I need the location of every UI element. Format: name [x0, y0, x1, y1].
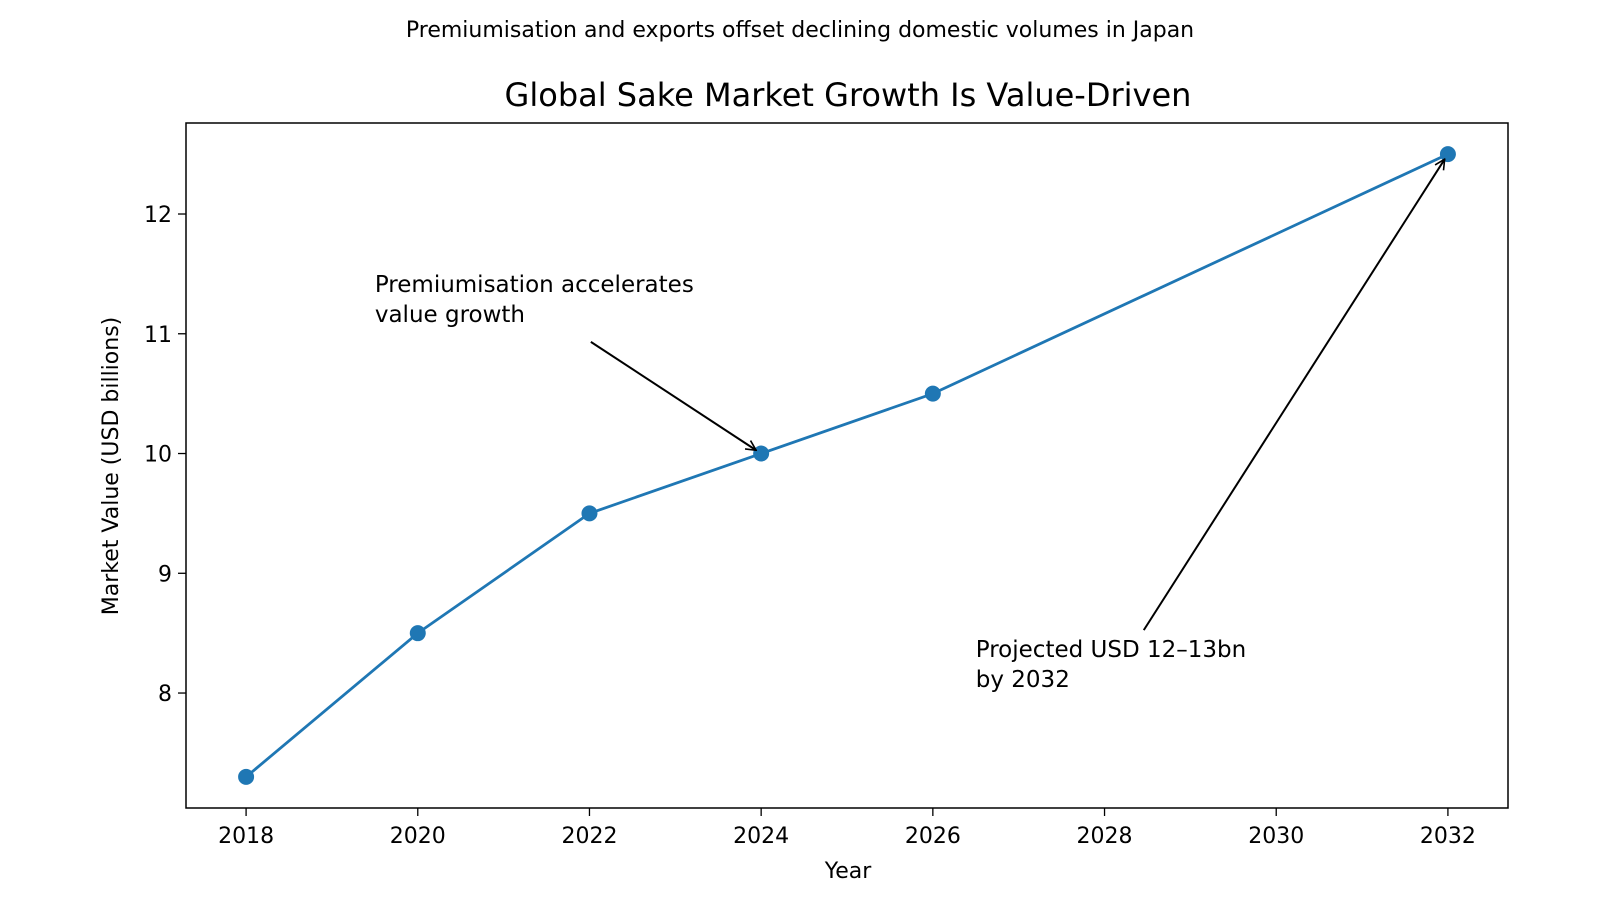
annotation-line: Projected USD 12–13bn — [976, 637, 1246, 663]
data-point — [753, 445, 770, 462]
data-point — [409, 625, 426, 642]
plot-frame — [185, 122, 1509, 809]
data-point — [924, 385, 941, 402]
annotation-text: Premiumisation accelerates value growth — [375, 272, 694, 328]
annotation-arrow — [1142, 159, 1445, 631]
y-tick-label: 9 — [158, 562, 172, 587]
x-tick-label: 2030 — [1248, 824, 1304, 849]
series-line — [245, 152, 1449, 778]
y-axis-label: Market Value (USD billions) — [99, 317, 124, 615]
x-tick-label: 2022 — [561, 824, 617, 849]
x-axis-label: Year — [824, 859, 873, 884]
chart-suptitle: Premiumisation and exports offset declin… — [406, 18, 1194, 43]
y-tick-label: 10 — [144, 443, 172, 468]
x-tick-label: 2018 — [218, 824, 274, 849]
x-tick-label: 2024 — [733, 824, 789, 849]
y-tick-label: 11 — [144, 323, 172, 348]
plot-area: 2018 2020 2022 2024 2026 2028 2030 2032 8 9 10 11 12… — [144, 122, 1509, 849]
x-tick-label: 2028 — [1077, 824, 1133, 849]
y-tick-label: 8 — [158, 682, 172, 707]
annotation-arrow — [590, 341, 756, 450]
x-tick-label: 2032 — [1420, 824, 1476, 849]
data-point — [581, 505, 598, 522]
data-point — [238, 768, 255, 785]
annotation-line: value growth — [375, 302, 525, 328]
y-tick-label: 12 — [144, 203, 172, 228]
annotation-line: by 2032 — [976, 667, 1070, 693]
annotation-line: Premiumisation accelerates — [375, 272, 694, 298]
x-tick-label: 2026 — [905, 824, 961, 849]
annotation-text: Projected USD 12–13bn by 2032 — [976, 637, 1246, 693]
x-tick-label: 2020 — [390, 824, 446, 849]
data-point — [1439, 146, 1456, 163]
chart-title: Global Sake Market Growth Is Value-Drive… — [505, 76, 1192, 114]
